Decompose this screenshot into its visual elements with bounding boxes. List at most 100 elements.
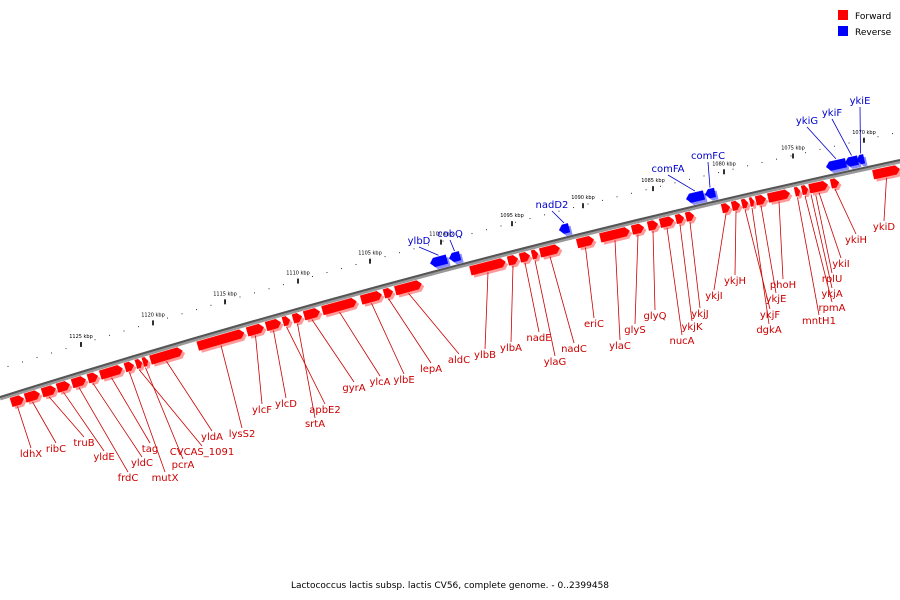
gene-arrow	[245, 323, 264, 337]
gene-nadc[interactable]	[538, 243, 563, 260]
scale-dot	[515, 221, 516, 223]
gene-leader-line	[166, 361, 213, 432]
gene-comfc[interactable]	[704, 187, 719, 202]
gene-pcra[interactable]	[141, 356, 152, 369]
gene-lepa[interactable]	[382, 287, 397, 301]
gene-leader-line	[129, 372, 166, 473]
scale-dot	[718, 172, 719, 174]
gene-cobq[interactable]	[448, 251, 464, 266]
scale-dot	[529, 218, 531, 220]
gene-ylbb[interactable]	[469, 257, 509, 278]
gene-frdc[interactable]	[70, 375, 90, 391]
gene-dgka[interactable]	[748, 197, 758, 210]
scale-dot	[834, 145, 835, 147]
gene-apbe2[interactable]	[281, 315, 294, 329]
scale-dot	[747, 165, 748, 167]
gene-ylcd[interactable]	[264, 318, 285, 334]
gene-ykii[interactable]	[808, 180, 831, 196]
gene-label: tag	[142, 444, 158, 455]
scale-tick-label: 1120 kbp	[141, 312, 165, 318]
gene-ylcf[interactable]	[245, 322, 268, 339]
gene-eric[interactable]	[575, 235, 597, 251]
gene-srta[interactable]	[291, 312, 306, 327]
gene-lyss2[interactable]	[196, 328, 248, 353]
scale-tick	[582, 203, 584, 209]
axis-shadow	[0, 159, 900, 401]
gene-glyq[interactable]	[646, 219, 661, 234]
gene-nade[interactable]	[518, 251, 534, 266]
gene-ykjh[interactable]	[730, 200, 743, 214]
gene-tag[interactable]	[98, 364, 126, 383]
gene-leader-line	[679, 224, 693, 322]
gene-ykjk[interactable]	[674, 213, 688, 227]
gene-yldc[interactable]	[86, 371, 102, 386]
gene-label: yldE	[93, 452, 114, 463]
gene-leader-line	[818, 192, 842, 259]
gene-ylac[interactable]	[599, 226, 633, 245]
gene-arrow	[518, 251, 531, 263]
gene-label: apbE2	[309, 405, 341, 416]
gene-ykjf[interactable]	[740, 198, 751, 211]
gene-arrow	[599, 227, 630, 243]
gene-arrow	[646, 220, 659, 231]
gene-phoh[interactable]	[767, 188, 793, 205]
gene-ykid[interactable]	[872, 164, 900, 182]
gene-ykie[interactable]	[856, 154, 868, 168]
scale-dot	[51, 352, 52, 354]
gene-mnth1[interactable]	[793, 186, 803, 199]
gene-leader-line	[418, 246, 439, 256]
gene-trub[interactable]	[40, 384, 60, 400]
scale-tick-label: 1100 kbp	[429, 232, 453, 238]
scale-dot	[355, 263, 357, 265]
gene-label: ylbE	[393, 375, 414, 386]
gene-cvcas-1091[interactable]	[134, 358, 146, 372]
gene-label: ylcD	[275, 399, 297, 410]
position-scale: 1125 kbp 1120 kbp 1115 kbp 1110 kbp 1105 kbp…	[7, 130, 893, 367]
gene-gyra[interactable]	[302, 307, 324, 323]
scale-dot	[587, 203, 589, 205]
gene-ylba[interactable]	[506, 254, 522, 269]
gene-arrow	[469, 258, 506, 276]
gene-rpma[interactable]	[800, 184, 811, 198]
gene-ykje[interactable]	[754, 194, 769, 208]
scale-dot	[602, 199, 603, 201]
gene-label: ykjH	[724, 276, 746, 287]
gene-ylbd[interactable]	[429, 254, 451, 270]
gene-nuca[interactable]	[658, 215, 677, 231]
gene-ldhx[interactable]	[9, 394, 28, 410]
scale-dot	[65, 348, 67, 350]
gene-leader-line	[17, 406, 32, 449]
gene-leader-line	[255, 335, 263, 405]
gene-ykjj[interactable]	[684, 210, 697, 225]
gene-ykji[interactable]	[720, 202, 733, 216]
scale-dot	[326, 271, 328, 273]
gene-leader-line	[734, 211, 737, 276]
gene-label: nucA	[669, 336, 694, 347]
gene-label: ylaC	[609, 341, 631, 352]
gene-leader-line	[834, 188, 857, 235]
gene-aldc[interactable]	[394, 279, 425, 298]
gene-label: ylbB	[474, 350, 496, 361]
gene-label: ykiE	[850, 96, 871, 107]
scale-tick-label: 1070 kbp	[852, 130, 876, 136]
gene-ylde[interactable]	[55, 380, 74, 396]
gene-arrow	[720, 203, 731, 214]
gene-ylca[interactable]	[321, 297, 360, 318]
gene-ykih[interactable]	[829, 177, 842, 191]
gene-ylag[interactable]	[530, 249, 542, 263]
gene-comfa[interactable]	[685, 190, 708, 206]
gene-ykig[interactable]	[825, 158, 850, 174]
scale-tick-label: 1115 kbp	[213, 291, 237, 297]
gene-nadd2[interactable]	[558, 223, 573, 238]
gene-ribc[interactable]	[23, 389, 44, 405]
gene-ylbe[interactable]	[359, 290, 385, 308]
gene-leader-line	[92, 383, 143, 458]
gene-leader-line	[449, 239, 455, 252]
gene-leader-line	[707, 161, 711, 188]
gene-ylda[interactable]	[149, 346, 186, 367]
gene-mutx[interactable]	[123, 360, 138, 375]
gene-leader-line	[549, 256, 575, 344]
gene-glys[interactable]	[630, 222, 647, 237]
scale-dot	[544, 214, 545, 216]
